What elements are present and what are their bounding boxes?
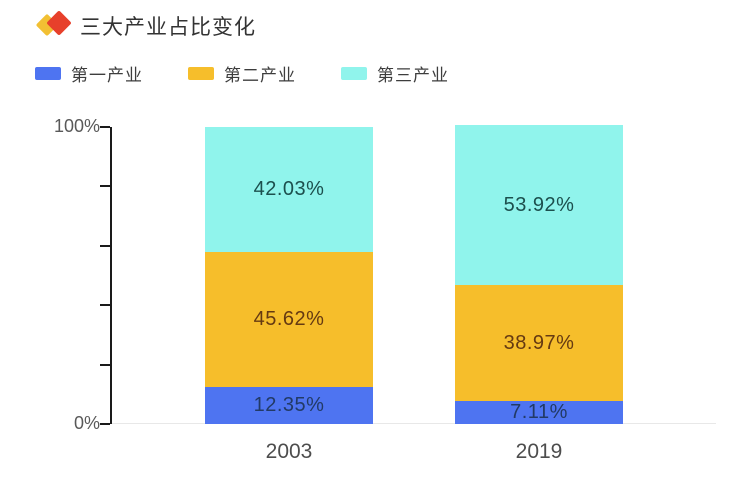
y-axis-tick bbox=[100, 185, 110, 188]
bar-segment: 38.97% bbox=[455, 285, 623, 401]
bar-segment: 45.62% bbox=[205, 251, 373, 388]
y-axis-tick bbox=[100, 126, 110, 128]
chart-title: 三大产业占比变化 bbox=[80, 16, 256, 39]
y-axis-tick bbox=[100, 363, 110, 366]
legend-item[interactable]: 第一产业 bbox=[35, 61, 143, 86]
segment-value-label: 45.62% bbox=[253, 308, 325, 331]
y-axis-tick bbox=[100, 304, 110, 307]
legend-item[interactable]: 第三产业 bbox=[341, 61, 449, 86]
bar-segment: 7.11% bbox=[455, 401, 623, 424]
bar-column-2019: 7.11% 38.97% 53.92% bbox=[455, 125, 623, 424]
segment-value-label: 38.97% bbox=[503, 331, 575, 354]
y-axis-tick bbox=[100, 423, 110, 425]
bar-column-2003: 12.35% 45.62% 42.03% bbox=[205, 127, 373, 424]
legend-swatch bbox=[188, 67, 214, 80]
segment-value-label: 42.03% bbox=[253, 177, 325, 200]
bar-segment: 12.35% bbox=[205, 387, 373, 424]
x-axis-label: 2003 bbox=[265, 440, 313, 463]
legend-swatch bbox=[341, 67, 367, 80]
y-axis-tick-label: 100% bbox=[53, 116, 100, 136]
legend-label: 第三产业 bbox=[377, 66, 449, 85]
y-axis-line bbox=[110, 127, 112, 424]
y-axis-tick bbox=[100, 244, 110, 247]
segment-value-label: 53.92% bbox=[503, 193, 575, 216]
y-axis-tick-label: 0% bbox=[73, 413, 100, 433]
segment-value-label: 12.35% bbox=[253, 394, 325, 417]
x-axis-baseline bbox=[112, 423, 716, 424]
legend-label: 第一产业 bbox=[71, 66, 143, 85]
x-axis-label: 2019 bbox=[515, 440, 563, 463]
bar-segment: 42.03% bbox=[205, 127, 373, 252]
segment-value-label: 7.11% bbox=[510, 401, 568, 423]
legend: 第一产业 第二产业 第三产业 bbox=[35, 61, 449, 86]
legend-item[interactable]: 第二产业 bbox=[188, 61, 296, 86]
legend-label: 第二产业 bbox=[224, 66, 296, 85]
bar-segment: 53.92% bbox=[455, 125, 623, 286]
legend-swatch bbox=[35, 67, 61, 80]
